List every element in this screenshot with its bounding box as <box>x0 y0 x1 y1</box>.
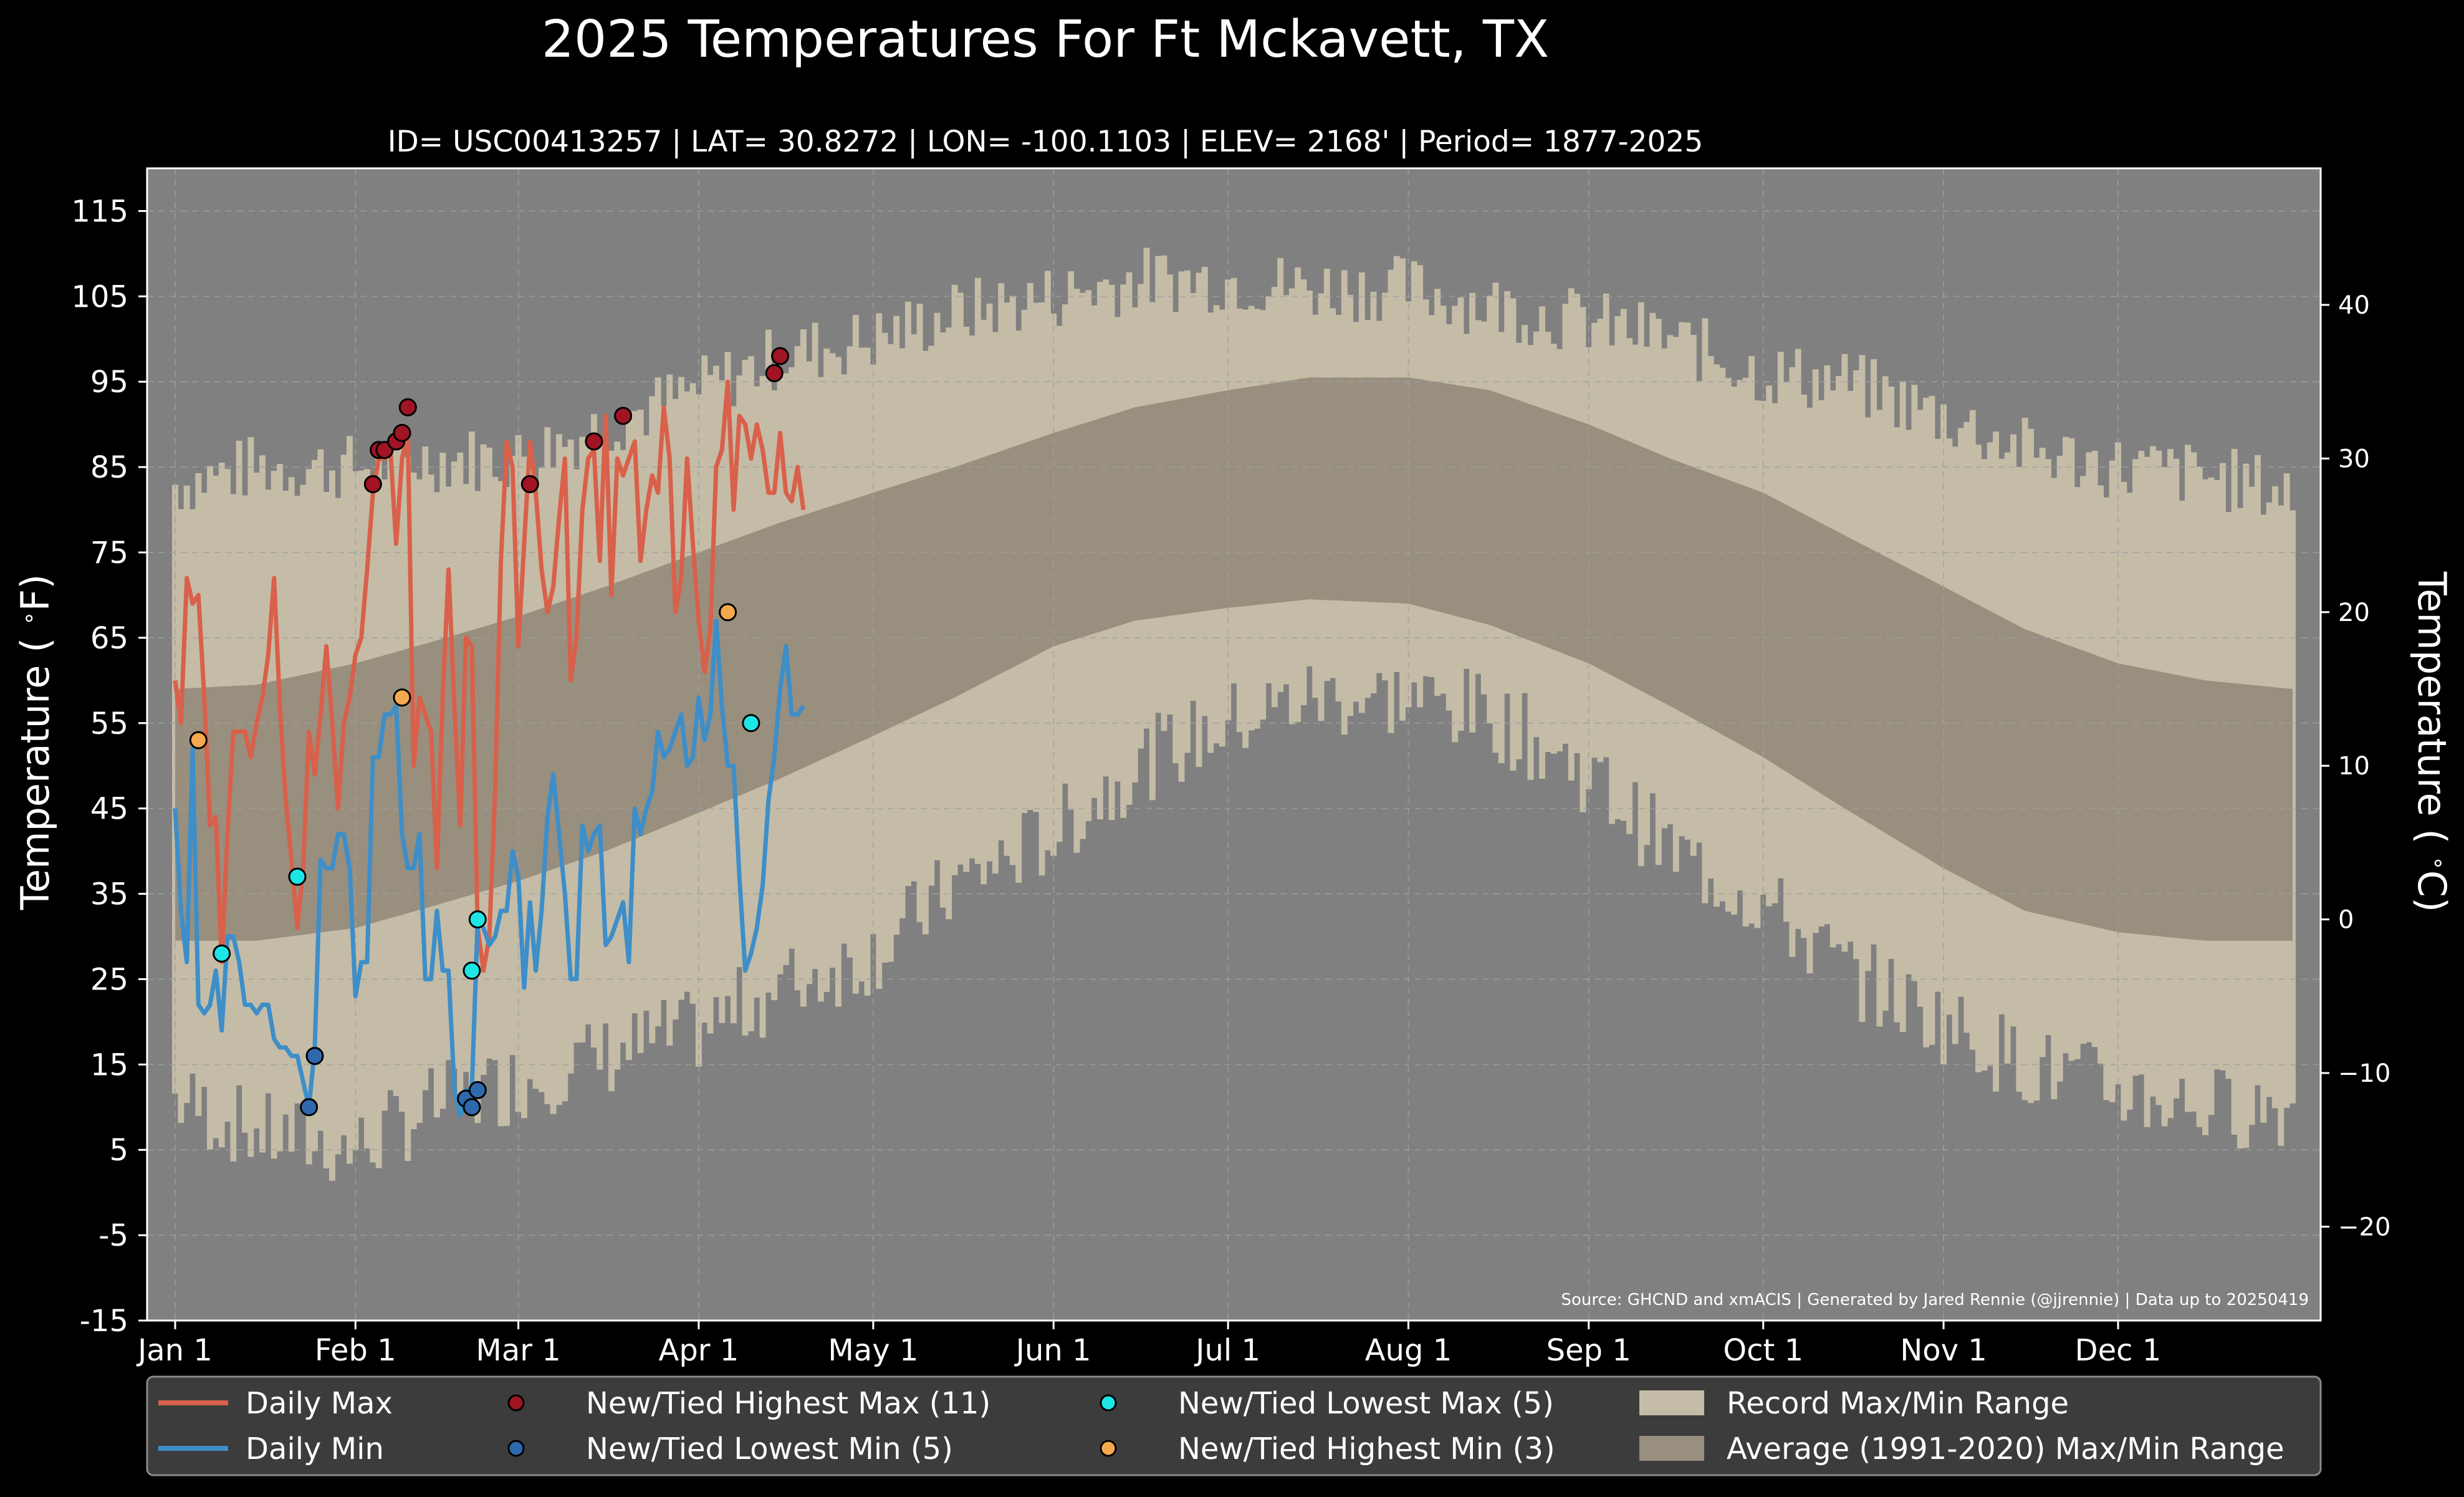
y-tick-label: 55 <box>90 706 128 741</box>
y-tick-label: 95 <box>90 365 128 400</box>
legend-label: New/Tied Lowest Max (5) <box>1178 1386 1554 1421</box>
x-axis: Jan 1 Feb 1 Mar 1 Apr 1 May 1 Jun 1 Jul 1 Aug 1… <box>136 1321 2161 1368</box>
source-note: Source: GHCND and xmACIS | Generated by … <box>1561 1291 2309 1309</box>
legend-label: New/Tied Lowest Min (5) <box>586 1432 953 1466</box>
highest-max-marker <box>765 364 784 383</box>
highest-min-marker <box>393 688 411 707</box>
y-tick-label: 25 <box>90 962 128 997</box>
y-tick-label: 105 <box>71 279 128 314</box>
legend-label: New/Tied Highest Min (3) <box>1178 1432 1555 1466</box>
highest-max-marker <box>771 347 790 365</box>
lowest-min-marker <box>305 1047 324 1066</box>
legend-box <box>146 1375 2322 1476</box>
legend-swatch-dot <box>1100 1440 1117 1457</box>
legend-label: Record Max/Min Range <box>1727 1386 2069 1421</box>
y-axis-right: 40 30 20 10 0 −10 −20 <box>2321 291 2390 1241</box>
lowest-max-marker <box>468 910 487 929</box>
daily-max-line <box>173 379 806 973</box>
x-tick-label: Sep 1 <box>1546 1333 1631 1368</box>
plot-frame <box>146 167 2322 1322</box>
lowest-max-marker <box>463 961 481 980</box>
x-tick-label: Oct 1 <box>1723 1333 1803 1368</box>
lowest-max-marker <box>288 867 307 886</box>
plot-area <box>146 167 2322 1322</box>
y-tick-label: -5 <box>98 1218 128 1253</box>
x-tick-label: Jan 1 <box>136 1333 213 1368</box>
legend: Daily Max Daily Min New/Tied Highest Max (… <box>146 1375 2322 1476</box>
highest-min-marker <box>719 603 737 622</box>
y-tick-label-right: 40 <box>2338 291 2370 320</box>
legend-label: Daily Max <box>246 1386 393 1421</box>
x-tick-label: Apr 1 <box>658 1333 739 1368</box>
y-tick-label-right: −20 <box>2338 1213 2390 1241</box>
legend-label: Average (1991-2020) Max/Min Range <box>1727 1432 2284 1466</box>
y-tick-label-right: 10 <box>2338 752 2370 781</box>
legend-label: Daily Min <box>246 1432 384 1466</box>
x-tick-label: Nov 1 <box>1900 1333 1987 1368</box>
x-tick-label: May 1 <box>828 1333 918 1368</box>
y-tick-label: 85 <box>90 450 128 485</box>
lowest-max-marker <box>742 714 760 733</box>
legend-swatch-patch <box>1639 1436 1704 1461</box>
highest-max-marker <box>585 432 603 451</box>
y-axis-label-left: Temperature ( ∘F) <box>12 574 58 911</box>
y-tick-label: 115 <box>71 194 128 229</box>
legend-swatch-patch <box>1639 1390 1704 1415</box>
x-tick-label: Mar 1 <box>476 1333 560 1368</box>
highest-max-marker <box>520 474 539 493</box>
lowest-min-marker <box>468 1081 487 1099</box>
y-tick-label-right: 0 <box>2338 906 2354 935</box>
x-tick-label: Jun 1 <box>1014 1333 1091 1368</box>
y-tick-label: 35 <box>90 877 128 912</box>
y-tick-label: 65 <box>90 621 128 656</box>
y-tick-label-right: −10 <box>2338 1059 2390 1088</box>
y-axis-left: 115 105 95 85 75 65 55 45 35 25 15 5 -5 -15 <box>71 194 147 1339</box>
highest-max-marker <box>393 423 411 442</box>
y-tick-label: 15 <box>90 1047 128 1082</box>
highest-max-marker <box>614 407 633 425</box>
x-tick-label: Aug 1 <box>1365 1333 1452 1368</box>
legend-swatch-dot <box>1100 1394 1117 1412</box>
lowest-min-marker <box>463 1098 481 1117</box>
y-tick-label: 75 <box>90 536 128 570</box>
legend-swatch-dot <box>507 1394 525 1412</box>
y-axis-label-right: Temperature ( ∘C) <box>2409 571 2455 912</box>
lowest-max-marker <box>213 944 231 963</box>
series-lines <box>173 379 806 1118</box>
y-tick-label: -15 <box>80 1304 128 1339</box>
record-markers <box>189 347 790 1117</box>
y-tick-label: 5 <box>109 1133 128 1168</box>
daily-min-line <box>173 619 805 1118</box>
legend-swatch-dot <box>507 1440 525 1457</box>
highest-max-marker <box>398 398 417 416</box>
x-tick-label: Feb 1 <box>315 1333 396 1368</box>
legend-label: New/Tied Highest Max (11) <box>586 1386 990 1421</box>
x-tick-label: Dec 1 <box>2075 1333 2162 1368</box>
x-tick-label: Jul 1 <box>1194 1333 1260 1368</box>
chart-subtitle: ID= USC00413257 | LAT= 30.8272 | LON= -1… <box>388 125 1704 159</box>
y-tick-label-right: 30 <box>2338 445 2370 473</box>
y-tick-label: 45 <box>90 792 128 827</box>
chart-title: 2025 Temperatures For Ft Mckavett, TX <box>542 10 1549 69</box>
highest-min-marker <box>189 731 208 749</box>
y-tick-label-right: 20 <box>2338 599 2370 627</box>
lowest-min-marker <box>300 1098 319 1117</box>
highest-max-marker <box>363 474 382 493</box>
